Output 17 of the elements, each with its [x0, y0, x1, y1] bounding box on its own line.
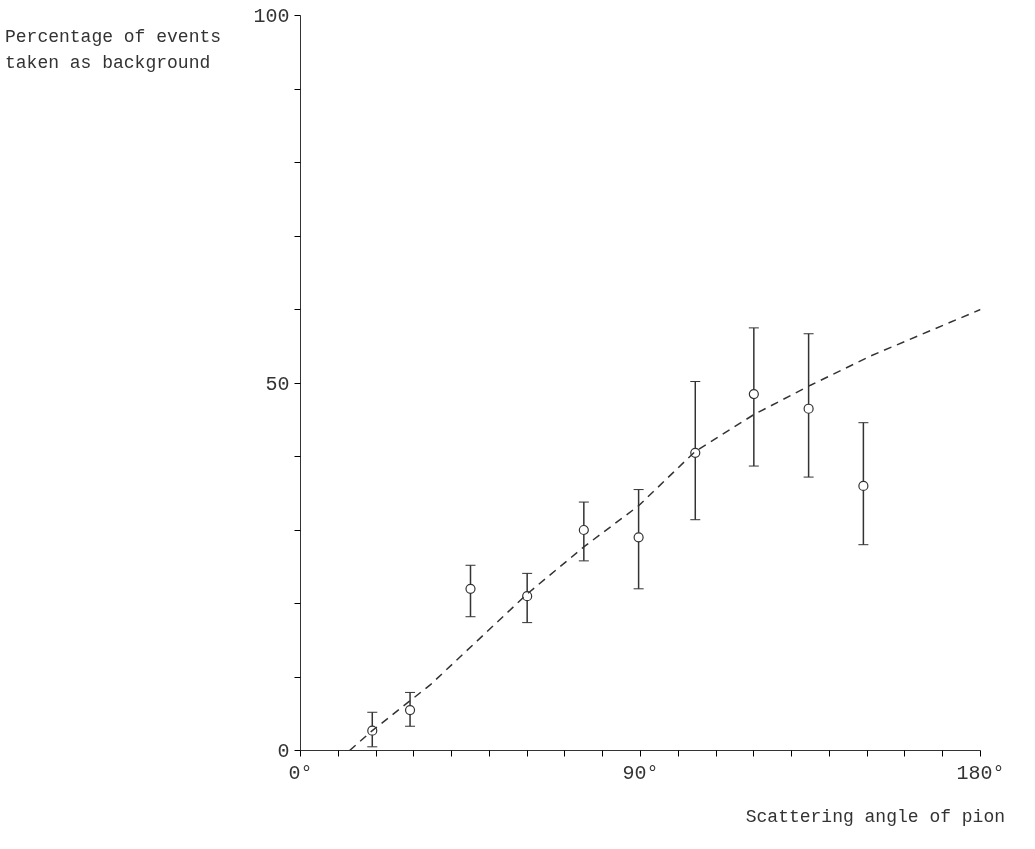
point [404, 704, 416, 716]
point [633, 532, 644, 543]
point [858, 480, 869, 491]
point [748, 388, 759, 400]
x-tick-label: 0° [288, 761, 313, 785]
y-axis-title: Percentage of events taken as background [5, 26, 223, 75]
x-axis-title: Scattering angle of pion [745, 806, 1005, 829]
y-tick-label: 0 [277, 740, 290, 763]
point [690, 447, 701, 458]
x-tick-label: 180° [956, 761, 1005, 785]
point [578, 524, 589, 536]
point [803, 403, 814, 414]
point [522, 591, 533, 602]
y-tick-label: 100 [253, 5, 290, 28]
x-tick-label: 90° [622, 761, 659, 785]
point [465, 583, 476, 594]
y-tick-label: 50 [265, 372, 290, 396]
